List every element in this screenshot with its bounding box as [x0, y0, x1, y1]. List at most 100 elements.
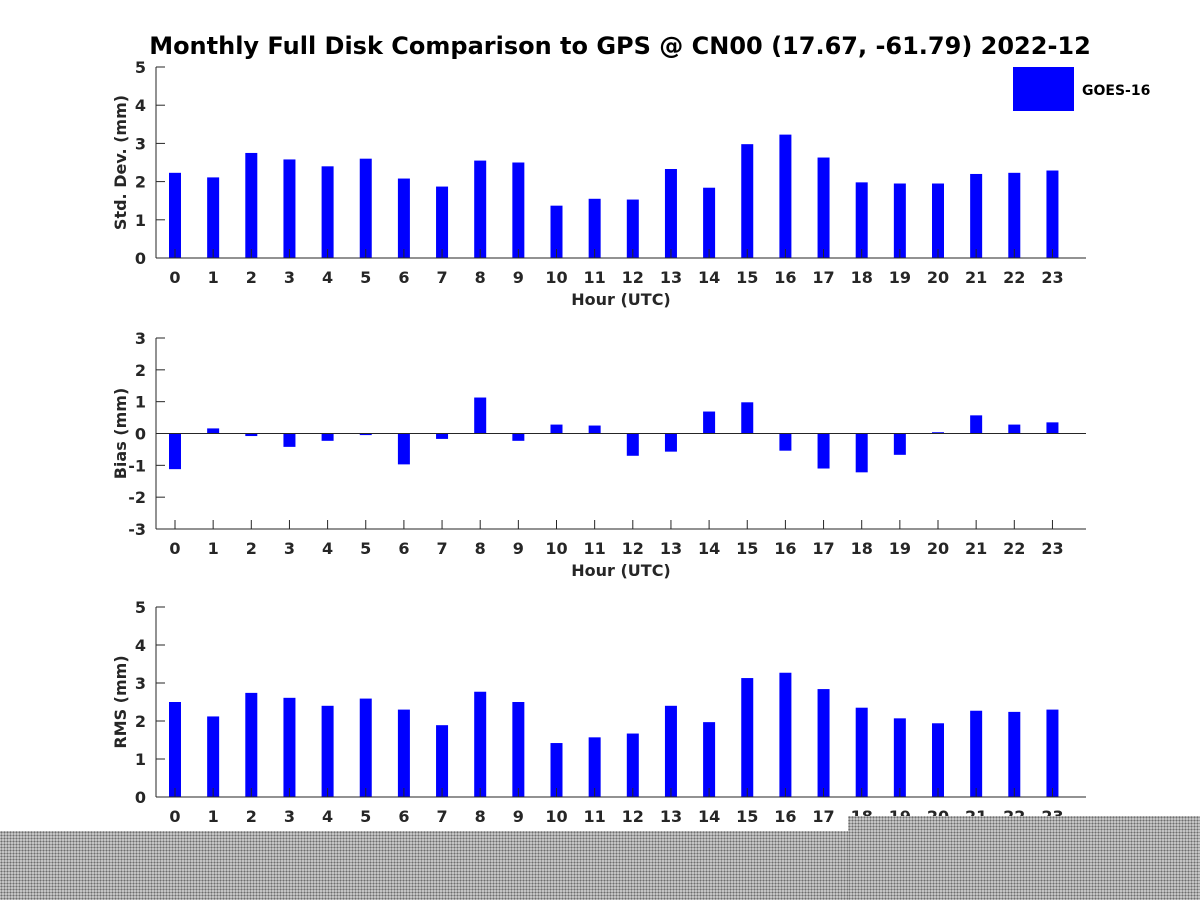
legend-swatch	[1013, 67, 1074, 111]
stddev-xlabel: Hour (UTC)	[571, 290, 671, 309]
bias-bar-22	[1008, 424, 1021, 434]
bias-ytick-label: -2	[128, 488, 146, 507]
bias-xtick-label: 15	[736, 539, 758, 558]
stddev-xtick-label: 14	[698, 268, 720, 287]
stddev-bar-14	[703, 187, 716, 258]
rms-xtick-label: 4	[322, 807, 333, 826]
stddev-bar-3	[283, 159, 296, 258]
stddev-ytick-label: 0	[135, 249, 146, 268]
rms-bar-23	[1046, 709, 1059, 797]
stddev-ylabel: Std. Dev. (mm)	[111, 95, 130, 230]
stddev-xtick-label: 0	[169, 268, 180, 287]
bias-xtick-label: 19	[889, 539, 911, 558]
stddev-xtick-label: 2	[246, 268, 257, 287]
rms-bar-6	[397, 709, 410, 797]
bias-xtick-label: 1	[208, 539, 219, 558]
stddev-bar-17	[817, 157, 830, 258]
bias-bar-23	[1046, 422, 1059, 434]
bias-bar-4	[321, 433, 334, 441]
bias-xtick-label: 13	[660, 539, 682, 558]
rms-bar-22	[1008, 711, 1021, 797]
stddev-xtick-label: 4	[322, 268, 333, 287]
rms-bar-20	[932, 723, 944, 797]
stddev-xtick-label: 5	[360, 268, 371, 287]
rms-ytick-label: 1	[135, 750, 146, 769]
bias-bar-19	[893, 433, 906, 455]
stddev-bar-7	[436, 186, 449, 258]
stddev-xtick-label: 10	[545, 268, 567, 287]
bias-xtick-label: 16	[774, 539, 796, 558]
stddev-bar-11	[588, 198, 601, 258]
rms-xtick-label: 15	[736, 807, 758, 826]
bias-bar-2	[245, 433, 258, 437]
rms-ylabel: RMS (mm)	[111, 655, 130, 748]
stddev-bar-12	[626, 199, 639, 258]
chart-title: Monthly Full Disk Comparison to GPS @ CN…	[149, 32, 1091, 60]
stddev-xtick-label: 19	[889, 268, 911, 287]
rms-bar-9	[512, 702, 525, 797]
bias-ytick-label: -1	[128, 456, 146, 475]
stddev-ytick-label: 3	[135, 134, 146, 153]
bias-xtick-label: 6	[398, 539, 409, 558]
bias-xtick-label: 22	[1003, 539, 1025, 558]
rms-bar-14	[703, 722, 716, 797]
stddev-bar-5	[359, 158, 372, 258]
bias-xtick-label: 20	[927, 539, 949, 558]
stddev-xtick-label: 16	[774, 268, 796, 287]
bias-bar-5	[359, 433, 372, 436]
bias-ytick-label: -3	[128, 520, 146, 539]
bias-bar-14	[703, 411, 716, 434]
bias-bar-12	[626, 433, 639, 456]
rms-xtick-label: 9	[513, 807, 524, 826]
stddev-xtick-label: 23	[1041, 268, 1063, 287]
stddev-xtick-label: 9	[513, 268, 524, 287]
bias-xtick-label: 4	[322, 539, 333, 558]
rms-bar-5	[359, 698, 372, 797]
rms-bar-4	[321, 705, 334, 797]
legend-label: GOES-16	[1082, 83, 1150, 99]
stddev-xtick-label: 1	[208, 268, 219, 287]
stddev-bar-21	[970, 173, 983, 258]
stddev-bar-20	[932, 183, 944, 258]
bias-xtick-label: 3	[284, 539, 295, 558]
bias-xtick-label: 7	[436, 539, 447, 558]
rms-bar-17	[817, 689, 830, 797]
rms-xtick-label: 5	[360, 807, 371, 826]
stddev-bar-23	[1046, 170, 1059, 258]
bias-bar-10	[550, 424, 563, 434]
rms-xtick-label: 13	[660, 807, 682, 826]
stddev-ytick-label: 1	[135, 211, 146, 230]
bias-ytick-label: 1	[135, 393, 146, 412]
stddev-xtick-label: 18	[851, 268, 873, 287]
bias-bar-18	[855, 433, 868, 473]
stddev-xtick-label: 15	[736, 268, 758, 287]
rms-xtick-label: 1	[208, 807, 219, 826]
stddev-bar-6	[397, 178, 410, 258]
stddev-bar-4	[321, 166, 334, 258]
rms-ytick-label: 0	[135, 788, 146, 807]
stddev-ytick-label: 4	[135, 96, 146, 115]
bias-xtick-label: 0	[169, 539, 180, 558]
rms-bar-12	[626, 733, 639, 797]
bias-xtick-label: 21	[965, 539, 987, 558]
rms-xtick-label: 12	[622, 807, 644, 826]
rms-ytick-label: 4	[135, 636, 146, 655]
stddev-xtick-label: 17	[812, 268, 834, 287]
rms-bar-1	[207, 716, 220, 797]
stddev-xtick-label: 3	[284, 268, 295, 287]
stddev-bar-18	[855, 182, 868, 258]
bias-bar-13	[664, 433, 677, 452]
rms-xtick-label: 14	[698, 807, 720, 826]
rms-bar-16	[779, 672, 792, 797]
bias-ytick-label: 2	[135, 361, 146, 380]
rms-xtick-label: 17	[812, 807, 834, 826]
stddev-bar-16	[779, 134, 792, 258]
bias-bar-0	[169, 433, 181, 470]
rms-ytick-label: 5	[135, 598, 146, 617]
stddev-bar-10	[550, 205, 563, 258]
rms-bar-7	[436, 725, 449, 797]
rms-ytick-label: 3	[135, 674, 146, 693]
bias-ylabel: Bias (mm)	[111, 388, 130, 480]
